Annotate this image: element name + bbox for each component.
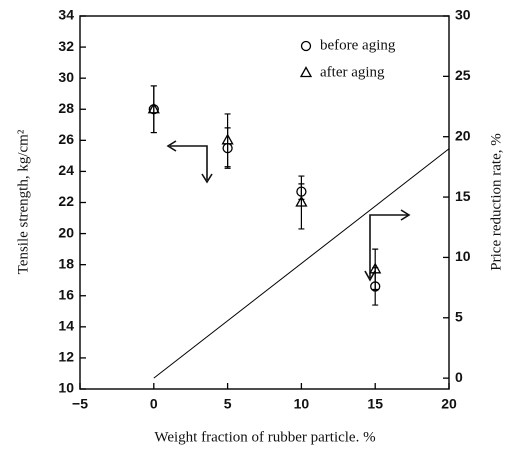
y-tick-label: 24 (58, 162, 74, 178)
marker-triangle (299, 66, 313, 78)
error-bar (298, 175, 305, 230)
y-tick-label: 30 (58, 69, 74, 85)
y2-tick-label: 5 (455, 308, 463, 324)
y2-axis-label: Price reduction rate, % (488, 133, 504, 270)
x-tick-label: 20 (441, 396, 457, 412)
error-bar (372, 248, 379, 291)
x-tick-label: 0 (150, 396, 158, 412)
arrow-head (201, 173, 213, 184)
price-line (153, 148, 450, 379)
marker-circle (300, 40, 312, 52)
y-tick-label: 20 (58, 224, 74, 240)
y-tick-label: 32 (58, 38, 74, 54)
y2-tick-label: 15 (455, 188, 471, 204)
arrow-right (369, 214, 408, 278)
y-tick-label: 14 (58, 318, 74, 334)
y-tick-label: 28 (58, 100, 74, 116)
y2-tick-label: 20 (455, 127, 471, 143)
y2-tick-label: 0 (455, 369, 463, 385)
x-axis-label: Weight fraction of rubber particle. % (154, 429, 375, 445)
annotation-arrows (166, 140, 411, 282)
x-tick-label: −5 (72, 396, 88, 412)
arrow-head (400, 209, 411, 221)
marker-triangle (221, 133, 234, 145)
x-tick-label: 5 (224, 396, 232, 412)
error-bar (224, 113, 231, 168)
marker-triangle (295, 195, 308, 207)
y-tick-label: 18 (58, 255, 74, 271)
arrow-left (170, 145, 208, 180)
marker-triangle (369, 262, 382, 274)
y2-tick-label: 30 (455, 7, 471, 23)
legend-label: before aging (320, 37, 396, 53)
y-tick-label: 22 (58, 193, 74, 209)
arrow-head (166, 140, 177, 152)
x-tick-label: 15 (367, 396, 383, 412)
error-bar (150, 85, 157, 134)
y-tick-label: 10 (58, 380, 74, 396)
y-tick-label: 12 (58, 349, 74, 365)
y-tick-label: 26 (58, 131, 74, 147)
x-tick-label: 10 (294, 396, 310, 412)
plot-frame (79, 15, 450, 390)
y2-tick-label: 25 (455, 67, 471, 83)
legend-label: after aging (320, 64, 385, 80)
arrow-head (364, 270, 376, 282)
y2-tick-label: 10 (455, 248, 471, 264)
y-tick-label: 16 (58, 286, 74, 302)
marker-triangle (147, 102, 160, 114)
y-axis-label: Tensile strength, kg/cm² (15, 129, 31, 274)
y-tick-label: 34 (58, 7, 74, 23)
